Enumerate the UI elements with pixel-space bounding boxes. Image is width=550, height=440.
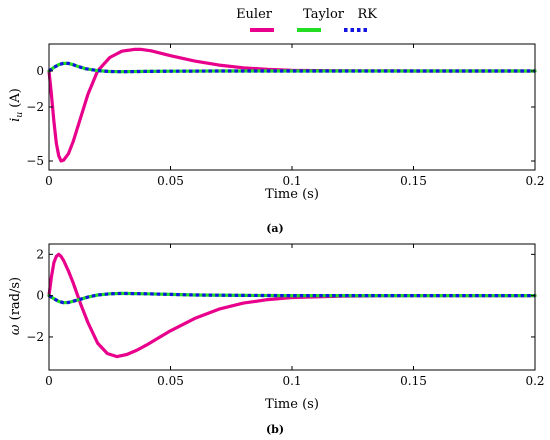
x-tick-label-b-2: 0.1 (282, 374, 301, 388)
x-tick-label-a-4: 0.2 (525, 174, 544, 188)
series-line-rk-b (48, 291, 535, 305)
x-tick-label-b-3: 0.15 (400, 374, 427, 388)
y-axis-label-b-main: ω (8, 324, 23, 335)
plot-frame-b (48, 243, 536, 371)
y-axis-label-a-unit: (A) (8, 88, 23, 112)
ticks-a: 0 0.05 0.1 0.15 0.2 0 −2 −5 (26, 44, 545, 188)
ticks-b: 0 0.05 0.1 0.15 0.2 2 0 −2 (26, 244, 545, 388)
x-tick-label-a-0: 0 (45, 174, 53, 188)
series-layer-b (47, 252, 537, 359)
legend-label-taylor: Taylor (303, 7, 345, 22)
x-axis-label-a: Time (s) (265, 187, 319, 202)
legend-entry-taylor: Taylor (297, 7, 345, 32)
x-tick-label-b-1: 0.05 (157, 374, 184, 388)
y-axis-label-b-unit: (rad/s) (8, 277, 23, 325)
x-tick-label-b-4: 0.2 (525, 374, 544, 388)
y-axis-label-a: iu (A) (8, 88, 25, 122)
y-tick-label-b-0: 2 (36, 247, 44, 261)
x-tick-label-a-2: 0.1 (282, 174, 301, 188)
series-line-euler-b (47, 252, 537, 359)
y-tick-label-b-1: 0 (36, 289, 44, 303)
legend: Euler Taylor RK (236, 7, 378, 32)
y-tick-label-a-0: 0 (36, 64, 44, 78)
x-tick-label-a-1: 0.05 (157, 174, 184, 188)
series-line-euler-a (47, 47, 537, 163)
y-tick-label-a-2: −5 (26, 154, 44, 168)
chart-panel-b: 0 0.05 0.1 0.15 0.2 2 0 −2 Time (s) ω (rad/s) (… (8, 243, 545, 436)
x-axis-label-b: Time (s) (265, 397, 319, 412)
legend-entry-rk: RK (344, 7, 378, 32)
y-axis-label-a-main: i (8, 118, 23, 122)
legend-entry-euler: Euler (236, 7, 274, 32)
series-line-rk-a (48, 61, 535, 74)
chart-panel-a: 0 0.05 0.1 0.15 0.2 0 −2 −5 Time (s) iu (A) (a) (8, 43, 545, 235)
panel-caption-b: (b) (266, 423, 284, 436)
series-layer-a (47, 47, 537, 163)
y-tick-label-b-2: −2 (26, 330, 44, 344)
y-axis-label-b: ω (rad/s) (8, 277, 23, 335)
x-tick-label-b-0: 0 (45, 374, 53, 388)
panel-caption-a: (a) (266, 222, 284, 235)
legend-label-euler: Euler (236, 7, 273, 22)
plot-frame-a (48, 43, 536, 171)
legend-label-rk: RK (358, 7, 378, 22)
y-axis-label-a-sub: u (15, 112, 25, 118)
x-tick-label-a-3: 0.15 (400, 174, 427, 188)
y-tick-label-a-1: −2 (26, 100, 44, 114)
